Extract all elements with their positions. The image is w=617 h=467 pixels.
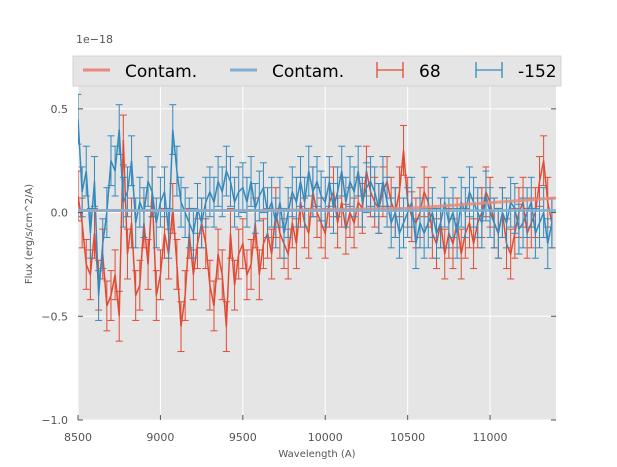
- y-tick-label: 0.0: [51, 207, 69, 220]
- legend-frame: [72, 55, 562, 87]
- data-line: [78, 139, 553, 327]
- offset-text: 1e−18: [76, 33, 113, 46]
- y-tick-label: 0.5: [51, 103, 69, 116]
- x-tick-label: 9000: [146, 431, 174, 444]
- data-line: [78, 119, 553, 296]
- legend-label: 68: [419, 62, 441, 82]
- x-axis-label: Wavelength (A): [278, 449, 355, 460]
- legend-handle-errorbar-red: [376, 62, 404, 78]
- x-tick-label: 10500: [390, 431, 425, 444]
- x-tick-label: 8500: [64, 431, 92, 444]
- series--152: [78, 93, 556, 321]
- y-tick-label: −0.5: [41, 310, 68, 323]
- legend-label: Contam.: [272, 62, 344, 82]
- legend-label: Contam.: [125, 62, 197, 82]
- y-tick-label: −1.0: [41, 414, 68, 427]
- x-tick-label: 10000: [308, 431, 343, 444]
- y-axis-label: Flux (erg/s/cm^2/A): [24, 184, 35, 284]
- legend-label: -152: [518, 62, 557, 82]
- axes-background: [78, 57, 556, 420]
- series-group: [78, 93, 556, 353]
- x-tick-label: 11000: [473, 431, 508, 444]
- x-tick-label: 9500: [229, 431, 257, 444]
- plot-area: [78, 93, 556, 353]
- legend-handle-errorbar-blue: [475, 62, 503, 78]
- legend: Contam. Contam. 68 -152: [72, 55, 562, 87]
